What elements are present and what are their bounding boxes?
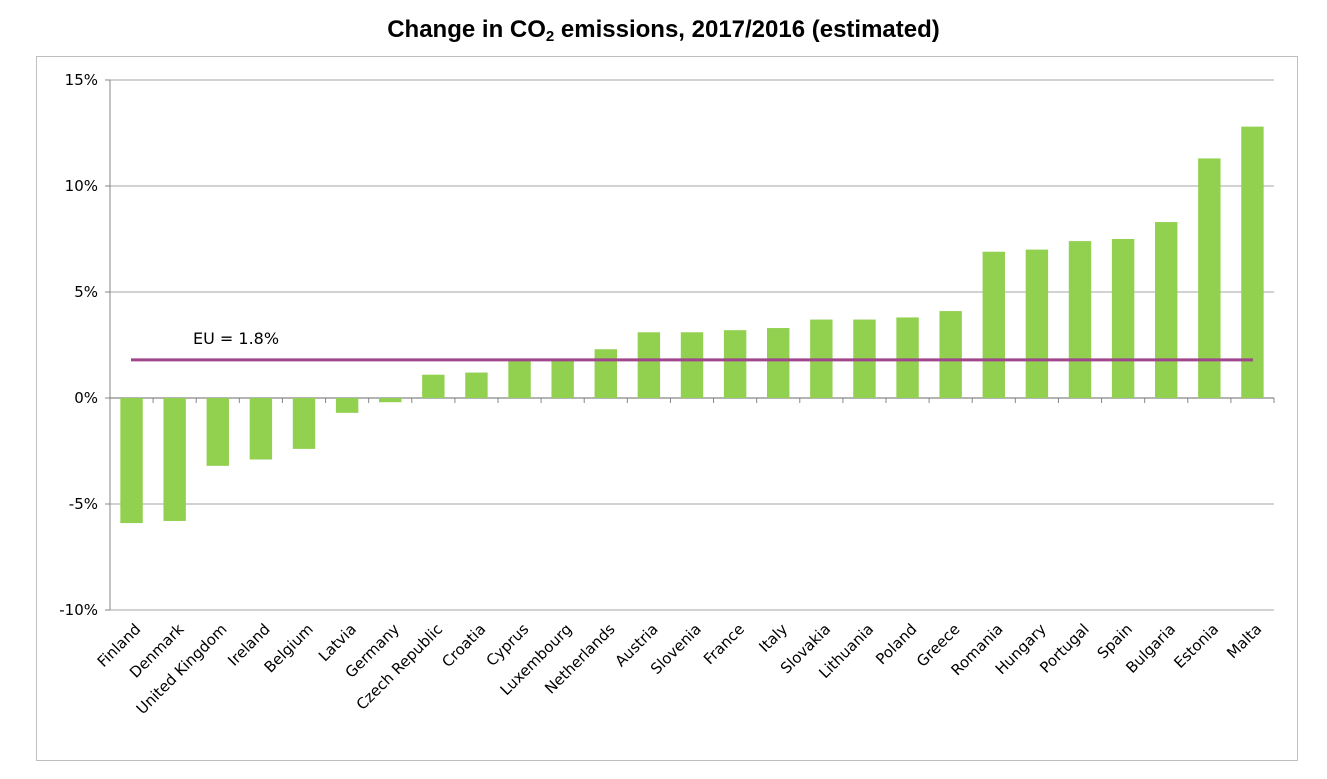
eu-average-label: EU = 1.8%	[193, 329, 279, 348]
bar	[292, 398, 316, 449]
chart-frame	[36, 56, 1298, 761]
bar	[1155, 222, 1178, 398]
chart-title-main: Change in CO	[387, 16, 546, 43]
bar	[120, 398, 143, 524]
bar	[508, 359, 531, 398]
x-tick-label: Malta	[1223, 620, 1265, 662]
bar	[206, 398, 229, 466]
y-tick-label: -10%	[59, 601, 98, 619]
x-tick-label: Estonia	[1170, 620, 1222, 672]
bar	[594, 349, 617, 398]
bar	[1111, 239, 1135, 398]
bar	[249, 398, 273, 460]
chart-title-subscript: 2	[545, 28, 555, 45]
bar	[939, 311, 962, 398]
bar	[637, 332, 661, 398]
y-tick-label: 15%	[65, 71, 98, 89]
y-tick-label: 5%	[74, 283, 98, 301]
bar	[163, 398, 186, 521]
chart-title-rest: emissions, 2017/2016 (estimated)	[554, 16, 940, 43]
x-tick-label: France	[700, 620, 748, 668]
bar	[982, 251, 1005, 398]
bar	[723, 330, 747, 398]
bar	[1068, 241, 1092, 398]
bar	[767, 328, 790, 398]
bar	[680, 332, 704, 398]
bar	[335, 398, 359, 413]
bar	[1241, 126, 1264, 398]
gridlines	[110, 79, 1274, 611]
bar	[422, 374, 445, 398]
y-tick-label: 10%	[65, 177, 98, 195]
y-tick-label: -5%	[69, 495, 98, 513]
x-tick-label: Poland	[872, 620, 920, 668]
x-tick-label: Croatia	[438, 620, 489, 671]
bar	[896, 317, 919, 398]
bar	[1025, 249, 1049, 398]
bar	[1198, 158, 1221, 398]
bar	[379, 398, 402, 403]
chart-title: Change in CO2 emissions, 2017/2016 (esti…	[0, 16, 1327, 44]
y-tick-label: 0%	[74, 389, 98, 407]
bar	[465, 372, 488, 398]
bar	[551, 359, 574, 398]
eu-average-line-group: EU = 1.8%	[131, 329, 1253, 362]
y-tick-labels: 15% 10% 5% 0% -5% -10%	[59, 71, 98, 619]
x-tick-label: Italy	[755, 620, 791, 656]
